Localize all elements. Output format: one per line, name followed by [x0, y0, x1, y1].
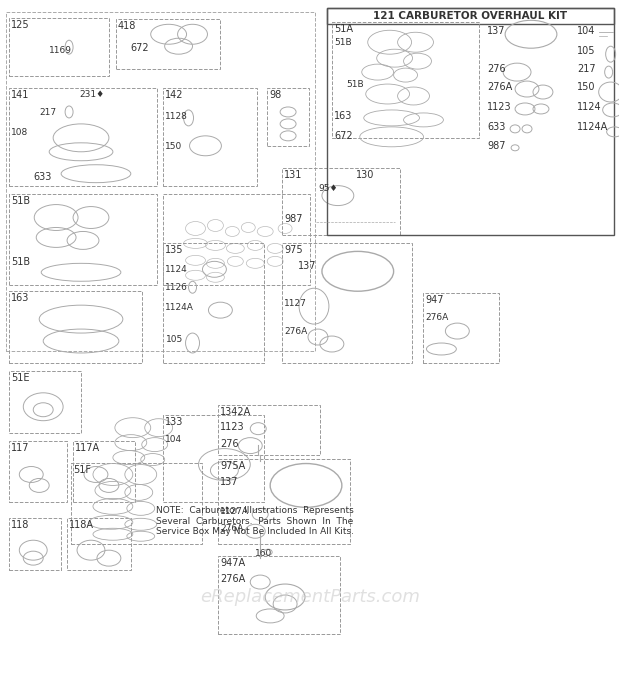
Bar: [162, 88, 257, 186]
Text: 1127: 1127: [284, 299, 307, 308]
Bar: [9, 441, 67, 502]
Text: 975: 975: [284, 245, 303, 256]
Bar: [267, 88, 309, 146]
Text: 947A: 947A: [220, 558, 246, 568]
Text: 1123: 1123: [220, 422, 245, 432]
Text: 117A: 117A: [75, 443, 100, 453]
Text: 672: 672: [131, 43, 149, 53]
Bar: [327, 8, 614, 236]
Bar: [332, 22, 479, 138]
Text: 987: 987: [487, 141, 506, 151]
Text: 1124: 1124: [165, 265, 187, 274]
Text: NOTE:  Carburetor  Illustrations  Represents
Several  Carburetors.  Parts  Shown: NOTE: Carburetor Illustrations Represent…: [156, 507, 353, 536]
Text: 133: 133: [165, 416, 183, 427]
Text: 672: 672: [334, 131, 353, 141]
Text: 51B: 51B: [11, 257, 30, 267]
Text: 105: 105: [577, 46, 595, 56]
Bar: [6, 12, 315, 351]
Text: 125: 125: [11, 20, 30, 30]
Text: 104: 104: [577, 26, 595, 36]
Text: 160: 160: [255, 549, 273, 558]
Text: 1126: 1126: [165, 283, 187, 292]
Bar: [73, 441, 135, 502]
Text: 1342A: 1342A: [220, 407, 252, 416]
Text: 1124: 1124: [577, 102, 601, 112]
Text: 276A: 276A: [220, 525, 244, 534]
Text: 150: 150: [577, 82, 595, 92]
Text: 217: 217: [39, 108, 56, 117]
Text: 1124A: 1124A: [577, 122, 608, 132]
Text: 135: 135: [165, 245, 183, 256]
Text: 1169: 1169: [49, 46, 72, 55]
Text: 51E: 51E: [11, 373, 30, 383]
Text: 105: 105: [166, 335, 183, 344]
Text: 276A: 276A: [220, 574, 246, 584]
Text: 121 CARBURETOR OVERHAUL KIT: 121 CARBURETOR OVERHAUL KIT: [373, 11, 567, 21]
Text: 51F: 51F: [73, 464, 91, 475]
Bar: [9, 291, 142, 363]
Bar: [327, 8, 614, 24]
Bar: [9, 88, 157, 186]
Bar: [162, 414, 264, 502]
Text: 141: 141: [11, 90, 30, 100]
Text: 130: 130: [356, 170, 374, 179]
Text: 1123: 1123: [487, 102, 512, 112]
Text: 276: 276: [487, 64, 506, 74]
Text: 117: 117: [11, 443, 30, 453]
Text: 276A: 276A: [425, 313, 449, 322]
Text: 276A: 276A: [284, 327, 308, 336]
Text: 51A: 51A: [334, 24, 353, 34]
Bar: [218, 556, 340, 634]
Text: 142: 142: [165, 90, 183, 100]
Text: 163: 163: [334, 111, 352, 121]
Text: 1128: 1128: [165, 112, 187, 121]
Text: 137: 137: [487, 26, 506, 36]
Text: 947: 947: [425, 295, 444, 305]
Bar: [282, 243, 412, 363]
Text: 975A: 975A: [220, 461, 246, 471]
Text: 51B: 51B: [11, 195, 30, 206]
Text: 1124A: 1124A: [165, 303, 193, 312]
Text: 418: 418: [118, 21, 136, 31]
Bar: [116, 19, 220, 69]
Bar: [9, 518, 61, 570]
Text: 231♦: 231♦: [79, 90, 104, 99]
Text: 987: 987: [284, 213, 303, 224]
Bar: [9, 371, 81, 432]
Text: 217: 217: [577, 64, 595, 74]
Bar: [162, 193, 310, 286]
Text: 137: 137: [298, 261, 317, 272]
Bar: [423, 293, 499, 363]
Text: 51B: 51B: [346, 80, 363, 89]
Bar: [162, 243, 264, 363]
Bar: [9, 193, 157, 286]
Bar: [71, 462, 203, 544]
Text: 51B: 51B: [334, 38, 352, 47]
Bar: [67, 518, 131, 570]
Text: 276A: 276A: [487, 82, 513, 92]
Bar: [9, 18, 109, 76]
Text: 104: 104: [165, 435, 182, 444]
Text: 1127A: 1127A: [220, 507, 249, 516]
Text: 150: 150: [165, 142, 182, 151]
Text: 163: 163: [11, 293, 30, 304]
Text: 131: 131: [284, 170, 303, 179]
Text: 137: 137: [220, 477, 239, 487]
Bar: [282, 168, 400, 236]
Text: 276: 276: [220, 439, 239, 448]
Text: 95♦: 95♦: [318, 184, 337, 193]
Text: 633: 633: [33, 172, 51, 182]
Text: 118A: 118A: [69, 520, 94, 530]
Text: 98: 98: [269, 90, 281, 100]
Text: 633: 633: [487, 122, 505, 132]
Text: 118: 118: [11, 520, 30, 530]
Text: eReplacementParts.com: eReplacementParts.com: [200, 588, 420, 606]
Text: 108: 108: [11, 128, 29, 137]
Bar: [218, 405, 320, 455]
Bar: [218, 459, 350, 544]
